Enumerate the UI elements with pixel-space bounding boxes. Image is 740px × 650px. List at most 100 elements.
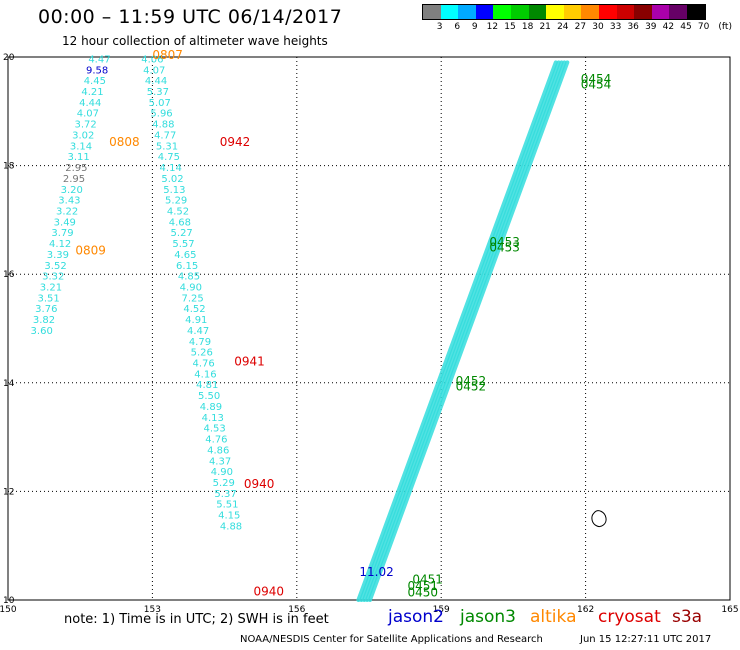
wave-height-value: 3.14	[70, 141, 92, 152]
scale-swatch	[528, 5, 547, 19]
wave-height-value: 4.37	[209, 456, 231, 467]
wave-height-value: 3.76	[35, 304, 57, 315]
pass-time-label: 0453	[489, 240, 520, 254]
wave-height-value: 9.58	[86, 65, 108, 76]
pass-time-label: 0808	[109, 135, 140, 149]
wave-height-value: 5.26	[191, 348, 213, 359]
scale-swatch	[475, 5, 494, 19]
latitude-tick-label: 16	[3, 270, 15, 280]
wave-height-value: 4.14	[160, 163, 182, 174]
wave-height-value: 5.02	[161, 174, 183, 185]
wave-height-value: 4.86	[207, 445, 229, 456]
scale-label: 45	[680, 22, 692, 32]
scale-label: 24	[557, 22, 569, 32]
wave-height-value: 4.89	[200, 402, 222, 413]
wave-height-value: 4.88	[152, 120, 174, 131]
wave-height-value: 3.20	[61, 185, 83, 196]
wave-height-value: 5.50	[198, 391, 220, 402]
wave-height-value: 5.37	[147, 87, 169, 98]
wave-height-value: 7.25	[182, 293, 204, 304]
wave-height-value: 4.44	[79, 98, 101, 109]
map-title: 00:00 – 11:59 UTC 06/14/2017	[38, 6, 343, 28]
wave-height-value: 4.85	[178, 272, 200, 283]
wave-height-value: 4.88	[220, 521, 242, 532]
wave-height-value: 4.52	[167, 206, 189, 217]
scale-swatch	[510, 5, 529, 19]
scale-swatch	[651, 5, 670, 19]
wave-height-value: 6.15	[176, 261, 198, 272]
scale-swatch	[546, 5, 564, 19]
scale-swatch	[616, 5, 635, 19]
wave-height-value: 4.47	[88, 54, 110, 65]
pass-time-label: 0451	[412, 573, 443, 587]
wave-height-value: 5.57	[172, 239, 194, 250]
wave-height-value: 4.65	[174, 250, 196, 261]
wave-height-value: 4.76	[192, 359, 214, 370]
wave-height-value: 4.21	[81, 87, 103, 98]
longitude-tick-label: 153	[144, 605, 161, 615]
wave-height-value: 4.75	[158, 152, 180, 163]
pass-time-label: 0454	[581, 77, 612, 91]
color-scale-labels: 3 6 9 12 15 18 21 24 27 30 33 36 39 42 45 70 (ft)	[422, 20, 732, 34]
scale-swatch	[458, 5, 476, 19]
wave-height-value: 3.51	[37, 293, 59, 304]
wave-height-value: 2.95	[65, 163, 87, 174]
wave-height-value: 4.45	[84, 76, 106, 87]
scale-label: 15	[504, 22, 516, 32]
longitude-tick-label: 159	[433, 605, 450, 615]
pass-time-label: 0454	[581, 72, 612, 86]
wave-height-value: 5.27	[171, 228, 193, 239]
wave-height-value: 4.81	[196, 380, 218, 391]
wave-height-value: 5.31	[156, 141, 178, 152]
wave-height-value: 4.44	[145, 76, 167, 87]
wave-height-value: 4.47	[187, 326, 209, 337]
wave-height-value: 3.60	[31, 326, 53, 337]
wave-height-value: 3.79	[51, 228, 73, 239]
wave-height-value: 4.90	[180, 282, 202, 293]
wave-height-value: 3.52	[44, 261, 66, 272]
longitude-tick-label: 162	[577, 605, 594, 615]
scale-label: 12	[486, 22, 499, 32]
longitude-tick-label: 150	[0, 605, 17, 615]
longitude-tick-label: 156	[288, 605, 305, 615]
wave-height-value: 4.53	[203, 424, 225, 435]
satellite-legend-altika: altika	[530, 607, 577, 627]
scale-swatch	[634, 5, 652, 19]
scale-label: 42	[662, 22, 675, 32]
scale-swatch	[686, 5, 705, 19]
wave-height-value: 4.79	[189, 337, 211, 348]
scale-label: (ft)	[718, 22, 732, 32]
scale-label: 9	[471, 22, 478, 32]
pass-time-label: 0807	[152, 48, 183, 62]
wave-height-value: 5.29	[213, 478, 235, 489]
scale-swatch	[423, 5, 441, 19]
satellite-ground-track	[359, 60, 561, 602]
wave-height-value: 5.13	[163, 185, 185, 196]
scale-swatch	[669, 5, 687, 19]
scale-label: 30	[592, 22, 604, 32]
scale-swatch	[493, 5, 511, 19]
scale-label: 33	[609, 22, 622, 32]
satellite-legend-s3a: s3a	[672, 607, 703, 627]
wave-height-value: 4.07	[143, 65, 165, 76]
scale-label: 18	[521, 22, 534, 32]
wave-height-value: 4.76	[205, 435, 227, 446]
wave-height-value: 3.21	[40, 282, 62, 293]
credit-line: NOAA/NESDIS Center for Satellite Applica…	[240, 634, 543, 645]
scale-label: 21	[539, 22, 551, 32]
scale-swatch	[563, 5, 582, 19]
wave-height-color-scale: 3 6 9 12 15 18 21 24 27 30 33 36 39 42 45 70 (ft)	[422, 4, 732, 34]
wave-height-value: 4.06	[141, 54, 163, 65]
pass-time-label: 0451	[408, 579, 439, 593]
pass-time-label: 0452	[456, 379, 487, 393]
scale-label: 6	[454, 22, 461, 32]
wave-height-value: 4.91	[185, 315, 207, 326]
island-outline	[591, 510, 607, 527]
scale-label: 27	[574, 22, 587, 32]
latitude-tick-label: 14	[3, 379, 15, 389]
pass-time-label: 0453	[489, 235, 520, 249]
pass-time-label: 0809	[75, 244, 106, 258]
latitude-tick-label: 10	[3, 596, 15, 606]
wave-height-value: 4.15	[218, 511, 240, 522]
